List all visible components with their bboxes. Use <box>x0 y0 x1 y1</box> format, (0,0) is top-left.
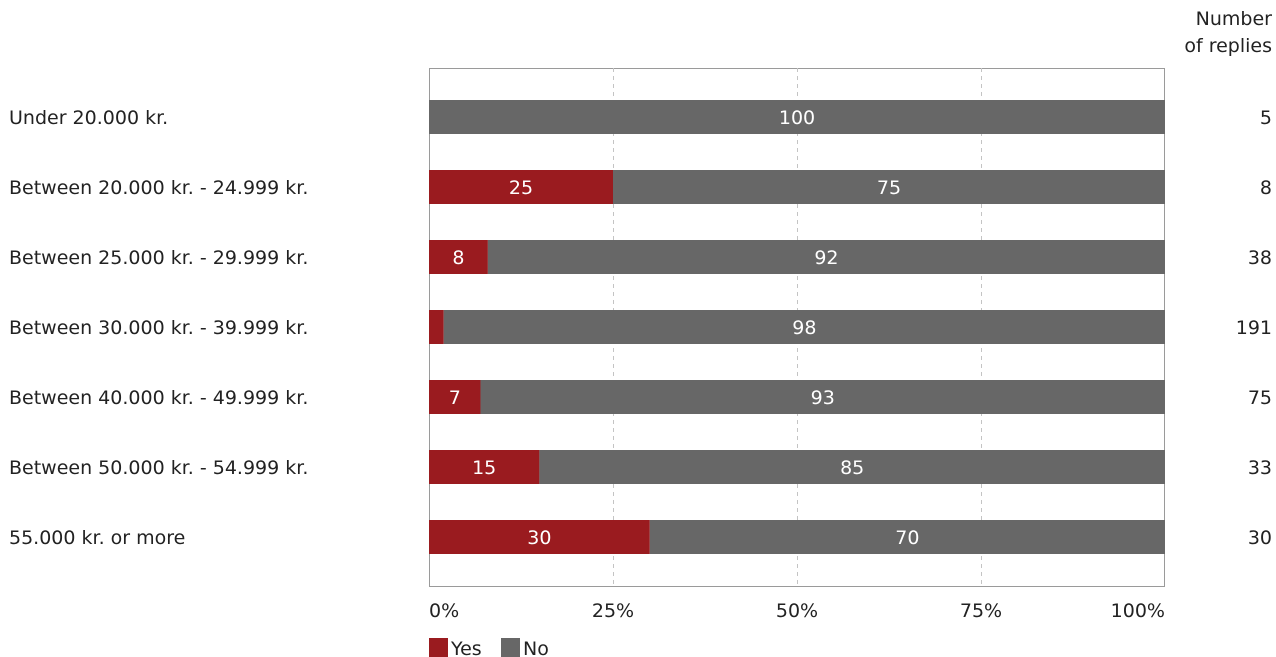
category-label: Between 25.000 kr. - 29.999 kr. <box>9 247 308 269</box>
reply-counts: Number of replies 5 8 38 191 75 33 30 <box>1184 8 1272 549</box>
category-labels: Under 20.000 kr. Between 20.000 kr. - 24.… <box>9 107 308 549</box>
bar-value-label: 30 <box>527 527 551 549</box>
bar-segment-yes <box>429 240 488 274</box>
bar-value-label: 92 <box>814 247 838 269</box>
bar-segment-no <box>480 380 1165 414</box>
bar-segment-yes <box>429 520 650 554</box>
bar-segment-yes <box>429 450 540 484</box>
bar-value-label: 15 <box>472 457 496 479</box>
legend-label-yes: Yes <box>450 638 482 657</box>
legend-swatch-no <box>501 638 520 657</box>
bar-segment-no <box>429 100 1165 134</box>
bar-segment-no <box>649 520 1165 554</box>
reply-count-header-line1: Number <box>1196 8 1273 30</box>
x-tick-label: 50% <box>776 600 818 622</box>
category-label: Between 30.000 kr. - 39.999 kr. <box>9 317 308 339</box>
category-label: Between 20.000 kr. - 24.999 kr. <box>9 177 308 199</box>
category-label: 55.000 kr. or more <box>9 527 185 549</box>
bar-value-label: 75 <box>877 177 901 199</box>
reply-count: 191 <box>1236 317 1272 339</box>
x-axis-ticks: 0% 25% 50% 75% 100% <box>429 600 1165 622</box>
reply-count-header-line2: of replies <box>1184 35 1272 57</box>
bar-value-label: 93 <box>811 387 835 409</box>
reply-count: 75 <box>1248 387 1272 409</box>
bar-value-label: 25 <box>509 177 533 199</box>
reply-count: 38 <box>1248 247 1272 269</box>
legend-label-no: No <box>523 638 549 657</box>
bar-value-label: 8 <box>452 247 464 269</box>
bar-value-label: 100 <box>779 107 815 129</box>
bar-segment-no <box>487 240 1165 274</box>
bar-segment-yes <box>429 170 613 204</box>
bar-segment-no <box>443 310 1166 344</box>
reply-count: 8 <box>1260 177 1272 199</box>
x-tick-label: 100% <box>1111 600 1165 622</box>
bar-segment-no <box>539 450 1165 484</box>
category-label: Under 20.000 kr. <box>9 107 168 129</box>
bar-value-label: 7 <box>449 387 461 409</box>
bar-segment-no <box>613 170 1165 204</box>
reply-count: 5 <box>1260 107 1272 129</box>
x-tick-label: 0% <box>429 600 459 622</box>
reply-count: 33 <box>1248 457 1272 479</box>
bar-value-label: 85 <box>840 457 864 479</box>
x-tick-label: 75% <box>960 600 1002 622</box>
legend-swatch-yes <box>429 638 448 657</box>
category-label: Between 50.000 kr. - 54.999 kr. <box>9 457 308 479</box>
x-tick-label: 25% <box>592 600 634 622</box>
bar-value-label: 98 <box>792 317 816 339</box>
bar-segment-yes <box>429 310 444 344</box>
legend: Yes No <box>429 638 549 657</box>
bars: 100 25 75 8 92 98 7 93 15 85 30 70 <box>429 100 1166 554</box>
bar-value-label: 70 <box>895 527 919 549</box>
bar-segment-yes <box>429 380 481 414</box>
reply-count: 30 <box>1248 527 1272 549</box>
category-label: Between 40.000 kr. - 49.999 kr. <box>9 387 308 409</box>
